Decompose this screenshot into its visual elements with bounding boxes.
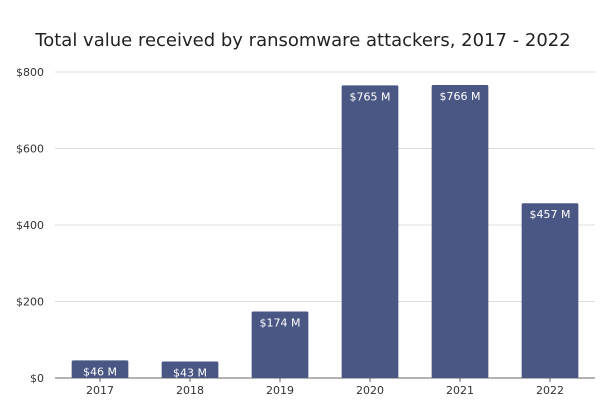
y-axis-ticks: $0 $200 $400 $600 $800: [16, 66, 44, 385]
data-label-2022: $457 M: [530, 208, 571, 221]
bar-2017: [71, 360, 129, 378]
bar-2019: [251, 311, 309, 378]
y-tick-label: $600: [16, 143, 44, 156]
chart-title: Total value received by ransomware attac…: [35, 30, 571, 51]
bar-2021: [431, 85, 489, 378]
data-label-2020: $765 M: [350, 90, 391, 103]
data-label-2021: $766 M: [440, 90, 481, 103]
x-tick-label: 2020: [356, 384, 384, 397]
x-axis-ticks: 2017 2018 2019 2020 2021 2022: [86, 378, 564, 397]
y-tick-label: $400: [16, 219, 44, 232]
bar-2022: [521, 203, 579, 378]
y-tick-label: $800: [16, 66, 44, 79]
data-label-2017: $46 M: [83, 365, 117, 378]
x-tick-label: 2021: [446, 384, 474, 397]
y-tick-label: $200: [16, 296, 44, 309]
x-tick-label: 2018: [176, 384, 204, 397]
bar-2020: [341, 85, 399, 378]
bars: $46 M $43 M $174 M $765 M $766 M $457 M: [71, 85, 579, 380]
data-label-2019: $174 M: [260, 316, 301, 329]
data-label-2018: $43 M: [173, 367, 207, 380]
x-tick-label: 2017: [86, 384, 114, 397]
bar-2018: [161, 361, 219, 378]
gridlines: [55, 71, 595, 379]
y-tick-label: $0: [30, 372, 44, 385]
x-tick-label: 2022: [536, 384, 564, 397]
x-tick-label: 2019: [266, 384, 294, 397]
